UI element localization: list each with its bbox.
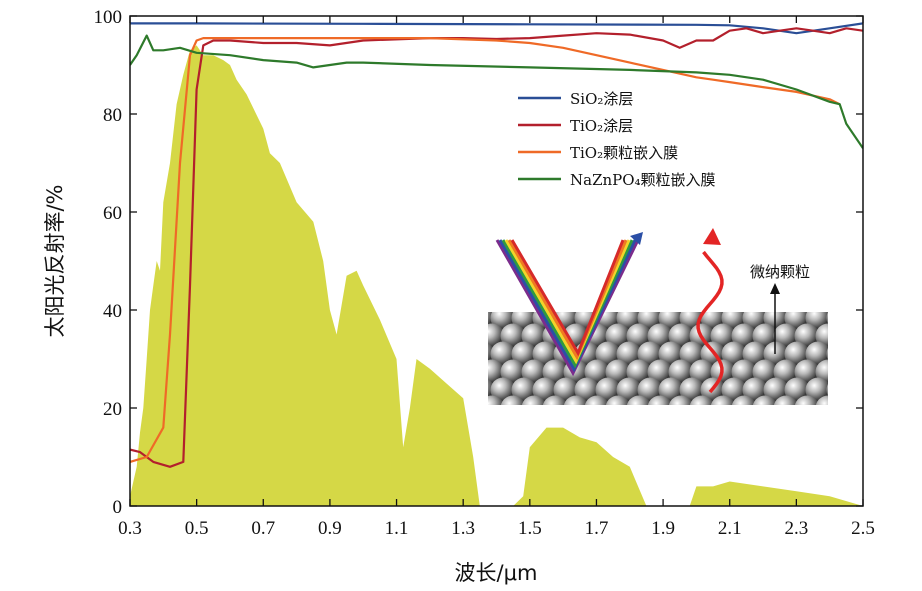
particle-sphere	[826, 384, 828, 396]
solar-spectrum-area	[130, 45, 863, 506]
x-tick-label-4: 1.1	[385, 518, 409, 539]
y-axis: 0 20 40 60 80 100	[94, 7, 863, 518]
x-tick-label-2: 0.7	[251, 518, 275, 539]
inset-label: 微纳颗粒	[750, 263, 810, 281]
y-tick-label-3: 60	[103, 203, 122, 224]
particle-sphere	[689, 395, 715, 405]
x-tick-label-3: 0.9	[318, 518, 342, 539]
legend-label-nazn-po4-particle-film: NaZnPO₄颗粒嵌入膜	[570, 171, 716, 189]
particle-sphere	[563, 395, 589, 405]
particle-sphere	[542, 395, 568, 405]
y-tick-label-4: 80	[103, 105, 122, 126]
x-tick-label-9: 2.1	[718, 518, 742, 539]
particle-sphere	[584, 395, 610, 405]
particle-sphere	[794, 395, 820, 405]
x-tick-label-6: 1.5	[518, 518, 542, 539]
x-tick-label-11: 2.5	[851, 518, 875, 539]
legend-label-tio2-coating: TiO₂涂层	[570, 117, 633, 135]
particle-film-inset: 微纳颗粒	[488, 228, 828, 405]
x-tick-label-8: 1.9	[651, 518, 675, 539]
particle-sphere	[647, 395, 673, 405]
particle-spheres	[488, 312, 828, 405]
x-axis: 0.3 0.5 0.7 0.9 1.1 1.3 1.5 1.7 1.9 2.1 …	[118, 16, 875, 539]
y-tick-label-5: 100	[94, 7, 123, 28]
infrared-wave-arrow	[696, 228, 724, 394]
x-tick-label-10: 2.3	[784, 518, 808, 539]
y-tick-label-2: 40	[103, 301, 122, 322]
solar-spectrum-fill	[130, 45, 863, 506]
legend: SiO₂涂层 TiO₂涂层 TiO₂颗粒嵌入膜 NaZnPO₄颗粒嵌入膜	[518, 90, 716, 189]
tio2-coating-line	[130, 27, 863, 468]
sio2-coating-line	[130, 22, 863, 35]
x-axis-title: 波长/μm	[455, 561, 538, 585]
particle-sphere	[521, 395, 547, 405]
legend-label-sio2-coating: SiO₂涂层	[570, 90, 633, 108]
nazn-po4-particle-film-line	[130, 34, 863, 149]
x-tick-label-7: 1.7	[585, 518, 609, 539]
particle-sphere	[605, 395, 631, 405]
tio2-particle-film-line	[130, 36, 841, 463]
plot-frame	[129, 15, 864, 507]
y-tick-label-1: 20	[103, 399, 122, 420]
particle-sphere	[826, 348, 828, 360]
x-tick-label-0: 0.3	[118, 518, 142, 539]
particle-sphere	[488, 395, 505, 405]
x-tick-label-5: 1.3	[451, 518, 475, 539]
particle-sphere	[752, 395, 778, 405]
x-tick-label-1: 0.5	[185, 518, 209, 539]
particle-sphere	[773, 395, 799, 405]
particle-sphere	[668, 395, 694, 405]
y-axis-title: 太阳光反射率/%	[43, 184, 67, 337]
particle-sphere	[710, 395, 736, 405]
particle-sphere	[500, 395, 526, 405]
rainbow-reflection-ray	[495, 232, 643, 377]
reflectance-curves	[130, 22, 863, 468]
particle-pointer-arrow	[770, 283, 780, 354]
particle-sphere	[826, 312, 828, 324]
particle-sphere	[626, 395, 652, 405]
y-tick-label-0: 0	[113, 497, 123, 518]
particle-sphere	[731, 395, 757, 405]
legend-label-tio2-particle-film: TiO₂颗粒嵌入膜	[570, 144, 678, 162]
particle-sphere	[815, 395, 828, 405]
